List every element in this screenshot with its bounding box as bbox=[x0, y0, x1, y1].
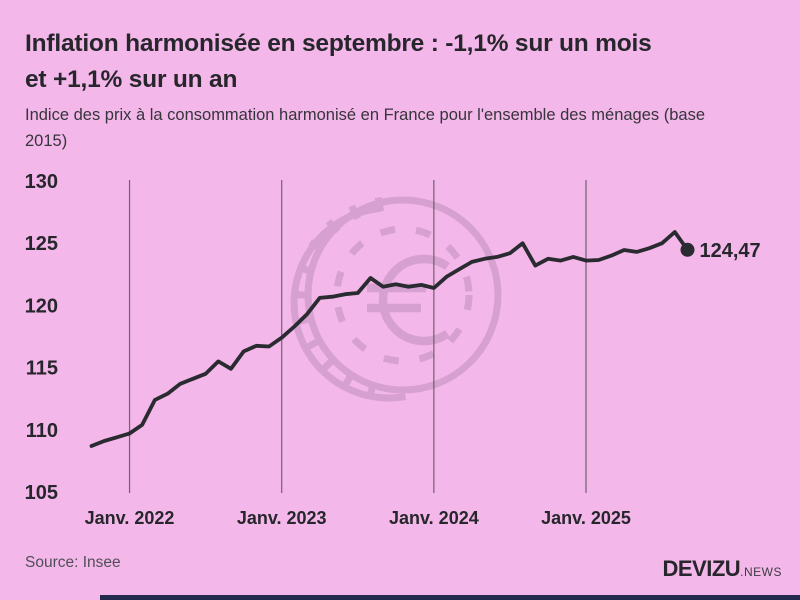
y-tick-label: 120 bbox=[25, 295, 58, 317]
coin-rung bbox=[319, 358, 335, 374]
title-line-2: et +1,1% sur un an bbox=[25, 66, 238, 93]
y-tick-label: 115 bbox=[26, 358, 58, 380]
y-tick-label: 130 bbox=[25, 171, 58, 193]
coin-face-circle bbox=[304, 196, 502, 394]
bottom-accent-bar bbox=[100, 595, 800, 600]
y-tick-label: 110 bbox=[26, 420, 58, 442]
source-label: Source: Insee bbox=[25, 554, 121, 571]
euro-coin-watermark-icon bbox=[290, 196, 502, 402]
x-tick-label: Janv. 2024 bbox=[389, 508, 479, 528]
coin-rung bbox=[292, 291, 308, 299]
inflation-series-line bbox=[89, 230, 690, 448]
last-point-marker bbox=[680, 242, 695, 257]
y-tick-label: 125 bbox=[25, 233, 58, 255]
coin-rung bbox=[374, 196, 384, 212]
subtitle-line-1: Indice des prix à la consommation harmon… bbox=[25, 106, 706, 124]
coin-edge-rungs bbox=[292, 196, 384, 400]
coin-inner-dashed-circle bbox=[333, 225, 473, 365]
brand-logo: DEVIZU .NEWS bbox=[662, 556, 782, 582]
coin-rung bbox=[340, 373, 354, 390]
coin-rung bbox=[348, 204, 361, 221]
subtitle-line-2: 2015) bbox=[25, 132, 68, 150]
euro-symbol-icon bbox=[367, 254, 450, 346]
coin-rung bbox=[308, 239, 324, 253]
x-tick-label: Janv. 2025 bbox=[541, 508, 631, 528]
x-gridlines bbox=[128, 180, 587, 493]
page-title: Inflation harmonisée en septembre : -1,1… bbox=[25, 26, 770, 98]
y-tick-label: 105 bbox=[25, 482, 58, 504]
x-axis-tick-labels: Janv. 2022 Janv. 2023 Janv. 2024 Janv. 2025 bbox=[85, 508, 631, 528]
last-point-value-label: 124,47 bbox=[700, 240, 761, 262]
y-axis-tick-labels: 130 125 120 115 110 105 bbox=[25, 171, 58, 504]
coin-rung bbox=[296, 263, 313, 275]
title-line-1: Inflation harmonisée en septembre : -1,1… bbox=[25, 30, 652, 57]
coin-rung bbox=[365, 384, 377, 400]
brand-logo-main: DEVIZU bbox=[662, 556, 741, 581]
brand-logo-suffix: .NEWS bbox=[740, 565, 782, 579]
x-tick-label: Janv. 2023 bbox=[237, 508, 327, 528]
coin-rung bbox=[325, 218, 341, 235]
x-tick-label: Janv. 2022 bbox=[85, 508, 175, 528]
chart-subtitle: Indice des prix à la consommation harmon… bbox=[25, 102, 760, 154]
coin-rung bbox=[303, 338, 320, 352]
